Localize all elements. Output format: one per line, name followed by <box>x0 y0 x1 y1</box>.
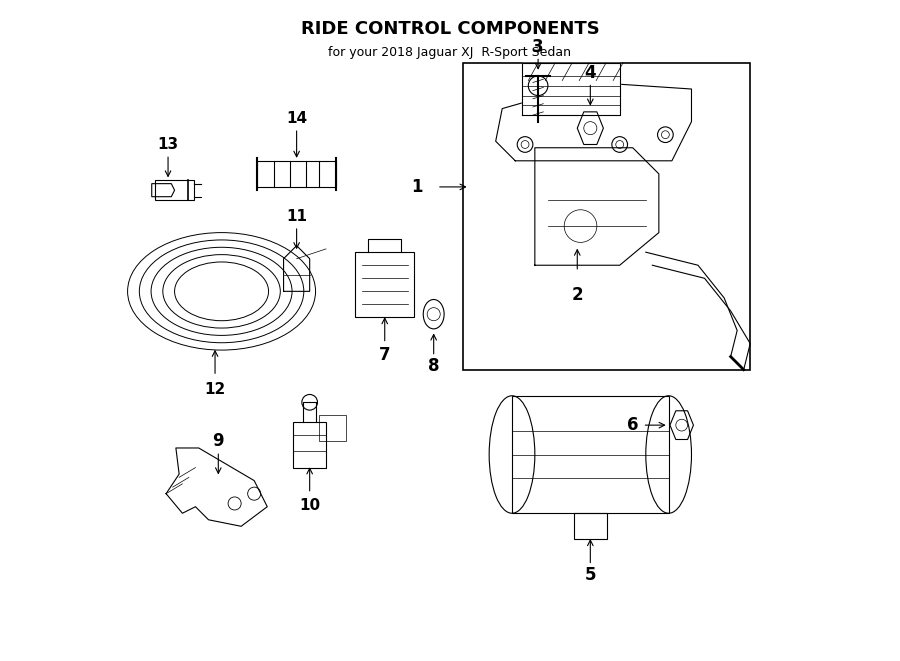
Text: RIDE CONTROL COMPONENTS: RIDE CONTROL COMPONENTS <box>301 20 599 38</box>
Polygon shape <box>284 246 310 292</box>
Text: 9: 9 <box>212 432 224 450</box>
Text: 7: 7 <box>379 346 391 364</box>
Text: 13: 13 <box>158 137 178 152</box>
Text: 4: 4 <box>584 63 596 82</box>
Text: 6: 6 <box>627 416 638 434</box>
Polygon shape <box>496 83 691 161</box>
Polygon shape <box>535 148 659 265</box>
Polygon shape <box>166 448 267 526</box>
Text: 12: 12 <box>204 382 226 397</box>
Text: 14: 14 <box>286 111 307 126</box>
Text: 2: 2 <box>572 286 583 303</box>
Polygon shape <box>522 63 620 115</box>
Text: 8: 8 <box>428 358 439 375</box>
Text: 10: 10 <box>299 498 320 513</box>
Text: 5: 5 <box>585 566 596 584</box>
Text: 3: 3 <box>532 38 544 56</box>
Text: for your 2018 Jaguar XJ  R-Sport Sedan: for your 2018 Jaguar XJ R-Sport Sedan <box>328 46 572 59</box>
Text: 1: 1 <box>411 178 423 196</box>
Text: 11: 11 <box>286 209 307 224</box>
